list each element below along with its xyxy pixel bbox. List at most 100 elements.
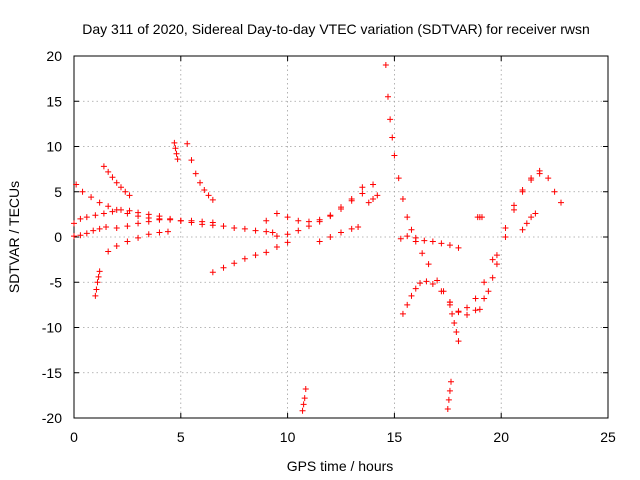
- data-point: [188, 157, 195, 164]
- data-point: [485, 288, 492, 295]
- data-point: [96, 199, 103, 206]
- data-point: [338, 229, 344, 236]
- data-point: [519, 226, 526, 233]
- series-arc-12: [316, 224, 362, 245]
- x-tick-label: 15: [387, 429, 403, 445]
- data-point: [173, 150, 180, 157]
- series-arc-13: [299, 386, 309, 414]
- x-axis-label: GPS time / hours: [287, 458, 394, 474]
- y-tick-label: 10: [46, 139, 62, 155]
- y-tick-label: -15: [42, 365, 62, 381]
- series-arc-5: [105, 228, 171, 255]
- data-point: [135, 234, 142, 241]
- data-point: [79, 188, 86, 195]
- data-point: [445, 396, 452, 403]
- data-point: [519, 186, 526, 193]
- data-point: [231, 260, 238, 267]
- data-point: [135, 213, 142, 220]
- data-point: [545, 175, 552, 182]
- data-point: [536, 170, 543, 177]
- data-point: [188, 217, 195, 224]
- data-point: [73, 181, 80, 188]
- series-arc-6: [92, 268, 103, 299]
- data-point: [220, 223, 227, 230]
- data-point: [252, 252, 259, 259]
- data-point: [295, 227, 302, 234]
- data-point: [273, 243, 280, 250]
- data-point: [300, 401, 307, 408]
- data-point: [446, 242, 453, 249]
- data-point: [528, 214, 535, 221]
- data-point: [389, 134, 396, 141]
- data-point: [455, 338, 462, 345]
- data-point: [124, 223, 131, 230]
- series-arc-15: [399, 274, 496, 318]
- data-point: [71, 233, 77, 240]
- data-point: [124, 238, 131, 245]
- data-point: [94, 279, 101, 286]
- data-point: [316, 238, 323, 245]
- series-arc-4: [100, 163, 133, 199]
- data-point: [453, 329, 460, 336]
- data-point: [263, 217, 270, 224]
- data-point: [305, 223, 312, 230]
- data-point: [421, 237, 428, 244]
- data-point: [263, 249, 270, 256]
- data-point: [404, 214, 411, 221]
- data-point: [156, 229, 163, 236]
- data-point: [429, 238, 436, 245]
- data-point: [399, 195, 406, 202]
- data-point: [359, 184, 366, 191]
- data-point: [444, 405, 451, 412]
- data-point: [83, 230, 90, 237]
- series-arc-22: [519, 210, 539, 233]
- data-point: [192, 170, 199, 177]
- data-point: [209, 269, 216, 276]
- series-arc-3: [71, 216, 163, 240]
- data-point: [109, 208, 116, 215]
- y-tick-label: 5: [54, 184, 62, 200]
- data-point: [252, 227, 259, 234]
- data-point: [199, 218, 206, 225]
- data-point: [205, 192, 212, 199]
- data-point: [77, 215, 84, 222]
- data-point: [370, 195, 377, 202]
- series-arc-21: [474, 214, 485, 221]
- data-point: [448, 378, 455, 385]
- data-point: [472, 307, 479, 314]
- data-point: [284, 231, 291, 238]
- data-point: [558, 199, 565, 206]
- data-point: [113, 206, 120, 213]
- data-point: [464, 311, 471, 318]
- data-point: [429, 281, 436, 288]
- data-point: [105, 248, 112, 255]
- data-point: [327, 212, 334, 219]
- data-point: [404, 233, 411, 240]
- data-point: [478, 214, 485, 221]
- data-points: [71, 62, 565, 414]
- series-arc-11: [273, 184, 366, 240]
- data-point: [493, 261, 500, 268]
- data-point: [412, 285, 419, 292]
- data-point: [419, 250, 426, 257]
- grid-lines: [74, 56, 608, 418]
- data-point: [172, 145, 179, 152]
- series-arc-17: [446, 301, 462, 345]
- data-point: [77, 232, 84, 239]
- data-point: [370, 181, 377, 188]
- data-point: [284, 214, 291, 221]
- data-point: [451, 319, 458, 326]
- x-tick-label: 10: [280, 429, 296, 445]
- data-point: [71, 220, 77, 227]
- data-point: [124, 210, 131, 217]
- data-point: [404, 301, 411, 308]
- data-point: [295, 217, 302, 224]
- data-point: [171, 139, 178, 146]
- data-point: [348, 225, 355, 232]
- data-point: [417, 280, 424, 287]
- data-point: [384, 93, 391, 100]
- data-point: [92, 292, 99, 299]
- data-point: [93, 286, 100, 293]
- data-point: [209, 219, 216, 226]
